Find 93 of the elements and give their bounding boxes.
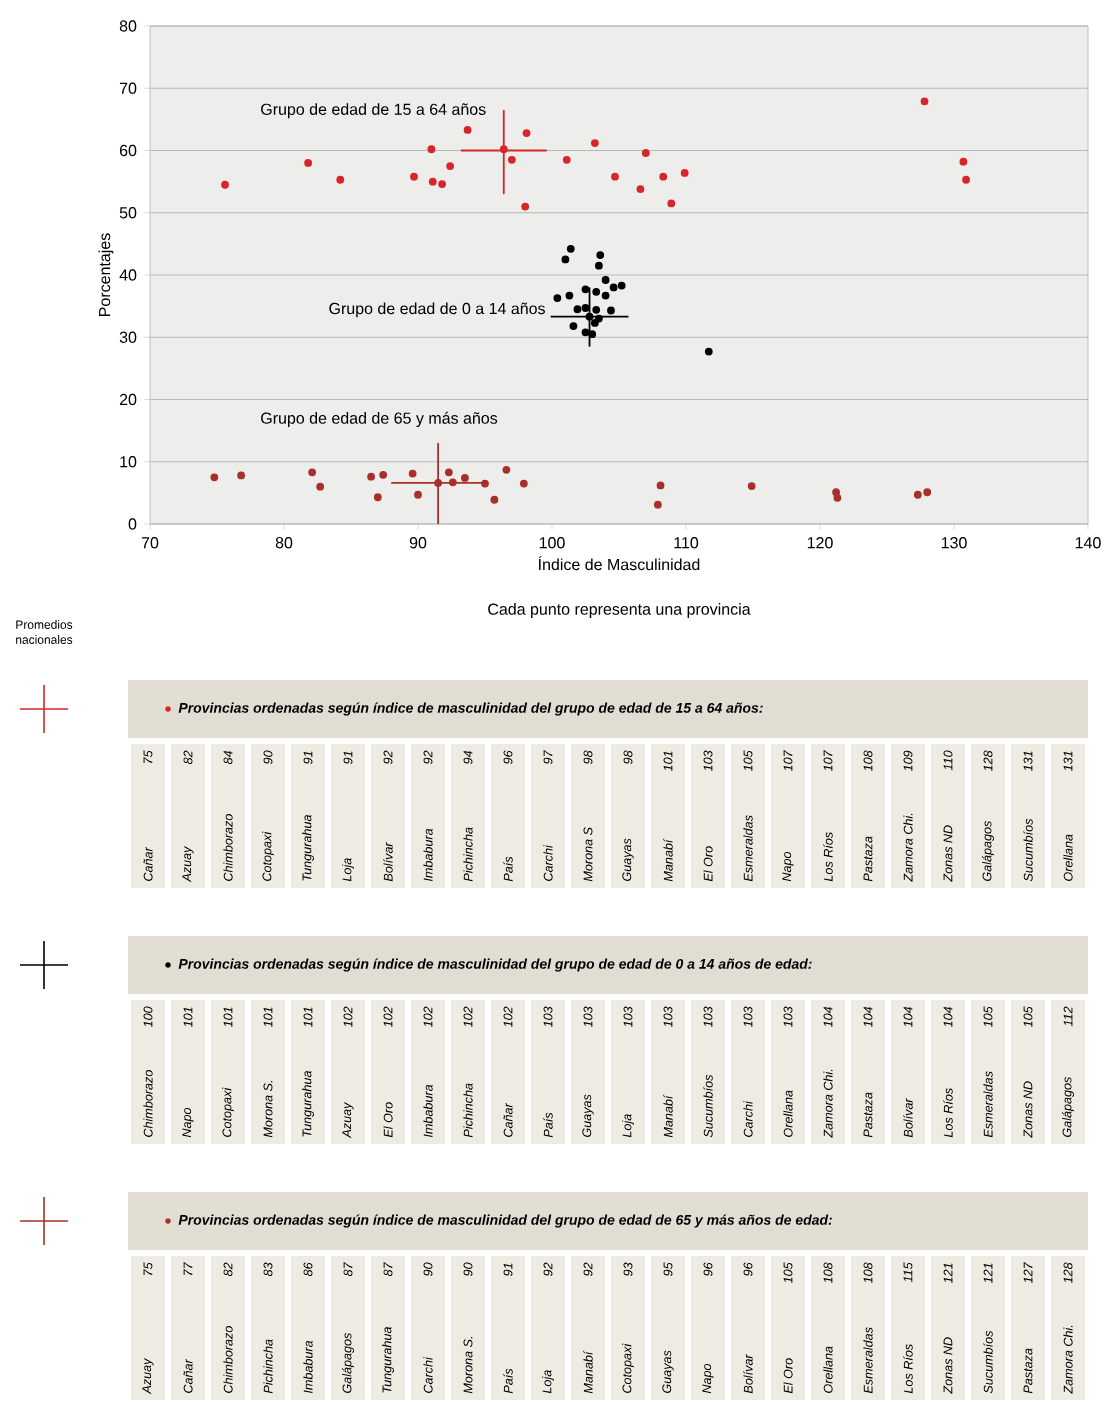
point <box>581 328 590 337</box>
point <box>427 145 436 154</box>
point <box>590 319 599 327</box>
point <box>438 180 447 189</box>
point <box>611 172 619 181</box>
point <box>446 162 455 170</box>
y-axis-title: Porcentajes <box>98 233 114 316</box>
point <box>923 488 932 497</box>
point <box>237 471 246 480</box>
y-tick-label: 80 <box>119 20 137 32</box>
point <box>379 470 388 479</box>
point <box>595 261 603 270</box>
point <box>573 305 582 314</box>
point <box>601 291 610 300</box>
x-tick-label: 140 <box>1075 537 1101 549</box>
point <box>607 306 615 315</box>
point <box>522 129 531 137</box>
x-tick-label: 70 <box>141 537 159 549</box>
point <box>641 149 650 157</box>
point <box>592 305 601 314</box>
series-label: Grupo de edad de 0 a 14 años <box>329 302 545 318</box>
point <box>656 481 665 490</box>
y-tick-label: 0 <box>128 518 137 530</box>
point <box>590 139 599 147</box>
point <box>566 244 575 253</box>
point <box>561 255 570 264</box>
y-tick-label: 50 <box>119 207 137 219</box>
series-label: Grupo de edad de 15 a 64 años <box>261 103 486 119</box>
point <box>562 155 571 164</box>
point <box>913 490 922 499</box>
x-tick-label: 80 <box>275 537 293 549</box>
point <box>461 474 469 482</box>
point <box>747 482 756 490</box>
point <box>336 175 345 184</box>
point <box>507 155 516 164</box>
point <box>585 312 594 321</box>
point <box>463 126 472 134</box>
point <box>316 482 325 491</box>
point <box>680 169 689 177</box>
x-tick-label: 90 <box>409 537 427 549</box>
text: Grupo de edad de 65 y más años <box>261 411 498 427</box>
point <box>653 500 662 509</box>
point <box>410 172 418 181</box>
point <box>414 490 422 499</box>
point <box>581 304 590 312</box>
point <box>596 251 605 259</box>
point <box>569 322 578 330</box>
point <box>704 347 713 356</box>
point <box>565 291 574 300</box>
point <box>833 493 842 502</box>
y-tick-label: 10 <box>120 456 137 468</box>
point <box>408 469 417 478</box>
point <box>448 478 457 487</box>
point <box>367 472 375 481</box>
y-tick-label: 20 <box>119 393 137 406</box>
x-axis-title: Índice de Masculinidad <box>538 556 700 571</box>
x-tick-label: 130 <box>941 537 967 549</box>
point <box>373 493 382 502</box>
point <box>617 281 626 290</box>
point <box>959 157 968 166</box>
point <box>553 294 562 302</box>
point <box>304 159 313 167</box>
point <box>434 479 443 487</box>
point <box>499 145 508 154</box>
point <box>490 495 499 504</box>
y-tick-label: 30 <box>119 331 137 343</box>
x-tick-label: 120 <box>807 537 833 549</box>
point <box>581 285 590 294</box>
point <box>636 185 645 193</box>
point <box>588 330 597 339</box>
point <box>502 465 511 474</box>
point <box>609 283 618 292</box>
point <box>444 468 453 477</box>
point <box>428 177 437 186</box>
point <box>519 479 528 488</box>
x-tick-label: 100 <box>539 537 565 549</box>
y-tick-label: 40 <box>119 269 137 281</box>
point <box>659 172 668 181</box>
point <box>592 287 601 296</box>
y-tick-label: 70 <box>119 82 137 94</box>
text: Cada punto representa una provincia <box>488 603 751 618</box>
x-tick-label: 110 <box>674 537 699 549</box>
point <box>962 175 970 184</box>
point <box>481 479 489 488</box>
point <box>667 199 676 208</box>
point <box>920 97 929 106</box>
point <box>210 473 219 482</box>
point <box>308 468 317 477</box>
point <box>601 276 610 284</box>
point <box>521 202 530 211</box>
point <box>832 488 840 497</box>
point <box>221 180 229 189</box>
y-tick-label: 60 <box>119 144 137 157</box>
